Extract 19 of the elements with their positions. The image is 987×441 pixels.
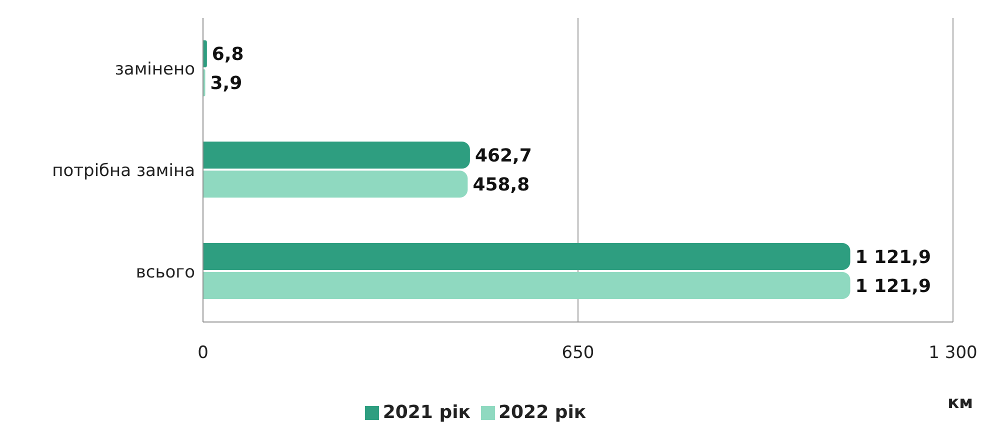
bar <box>203 242 850 270</box>
x-tick-label: 650 <box>562 343 594 364</box>
x-tick-label: 0 <box>198 343 208 364</box>
bar <box>203 142 470 169</box>
data-label: 6,8 <box>212 44 244 66</box>
data-label: 462,7 <box>474 146 532 167</box>
bar <box>203 272 850 299</box>
y-tick-label: всього <box>136 262 195 282</box>
legend-label: 2021 рік <box>382 402 470 423</box>
x-axis-title: км <box>948 393 973 413</box>
x-tick-label: 1 300 <box>928 343 978 364</box>
y-tick-label: потрібна заміна <box>52 161 195 182</box>
data-label: 1 121,9 <box>855 276 931 297</box>
legend-label: 2022 рік <box>498 402 586 423</box>
bar <box>203 170 468 198</box>
y-tick-label: замінено <box>114 60 195 80</box>
data-label: 458,8 <box>472 174 530 196</box>
data-label: 1 121,9 <box>855 246 931 268</box>
data-label: 3,9 <box>210 73 242 94</box>
